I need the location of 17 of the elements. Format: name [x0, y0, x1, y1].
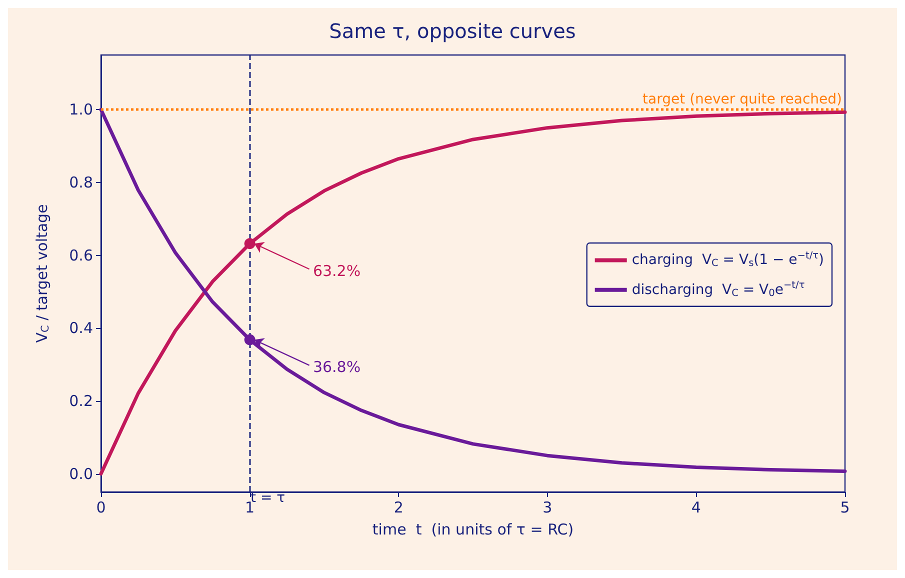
- x-tick-label: 3: [542, 498, 552, 516]
- x-tick-label: 5: [840, 498, 850, 516]
- y-axis-title: VC / target voltage: [32, 204, 52, 343]
- x-tick-label: 2: [394, 498, 404, 516]
- chart-title: Same τ, opposite curves: [329, 19, 576, 43]
- ref-line-label: target (never quite reached): [642, 92, 842, 108]
- y-tick-label: 1.0: [69, 100, 93, 119]
- x-tick-label: 0: [96, 498, 106, 516]
- x-tick-label: 4: [691, 498, 701, 516]
- y-tick-label: 0.8: [69, 173, 93, 192]
- y-tick-label: 0.6: [69, 246, 93, 264]
- y-tick-label: 0.2: [69, 392, 93, 410]
- annotation: 63.2%: [312, 262, 361, 280]
- x-axis-title: time t (in units of τ = RC): [372, 520, 574, 538]
- annotation: 36.8%: [312, 358, 361, 376]
- y-tick-label: 0.4: [69, 319, 93, 338]
- y-tick-label: 0.0: [69, 464, 93, 483]
